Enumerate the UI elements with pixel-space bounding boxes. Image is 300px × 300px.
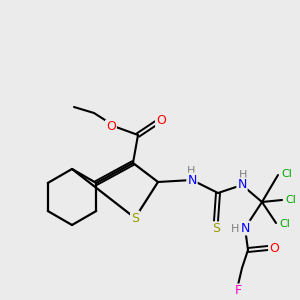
Text: O: O [106,121,116,134]
Text: S: S [131,212,139,224]
Text: Cl: Cl [286,195,296,205]
Text: N: N [187,173,197,187]
Text: Cl: Cl [280,219,290,229]
Text: F: F [234,284,242,298]
Text: O: O [269,242,279,254]
Text: O: O [156,115,166,128]
Text: H: H [231,224,239,234]
Text: N: N [237,178,247,191]
Text: S: S [212,223,220,236]
Text: H: H [187,166,195,176]
Text: H: H [239,170,247,180]
Text: Cl: Cl [282,169,292,179]
Text: N: N [240,221,250,235]
